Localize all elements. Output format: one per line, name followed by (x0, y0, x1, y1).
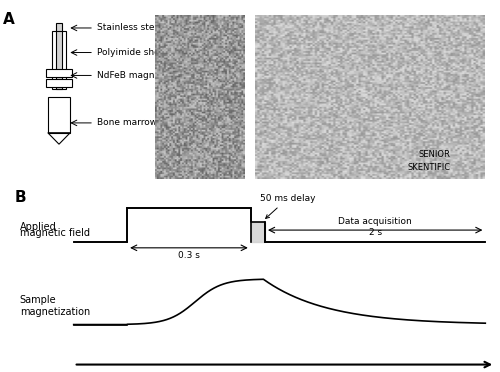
Bar (56, 23, 62, 89)
Text: SENIOR: SENIOR (418, 150, 450, 159)
Text: 0.3 s: 0.3 s (178, 251, 200, 260)
Bar (48, 97, 70, 133)
Polygon shape (250, 222, 265, 242)
Text: SKENTIFIC: SKENTIFIC (408, 163, 451, 172)
Bar (52, 31, 66, 89)
Text: magnetic field: magnetic field (20, 228, 90, 238)
Text: 50 ms delay: 50 ms delay (260, 194, 315, 218)
Text: magnetization: magnetization (20, 307, 90, 317)
Text: Polyimide sheath: Polyimide sheath (97, 48, 174, 57)
Text: Stainless steel rod: Stainless steel rod (97, 23, 180, 32)
Text: Bone marrow: Bone marrow (97, 118, 157, 127)
Bar (46, 79, 72, 87)
Text: Applied: Applied (20, 222, 57, 232)
Text: Data acquisition: Data acquisition (338, 217, 412, 226)
Text: NdFeB magnets: NdFeB magnets (97, 71, 168, 80)
Bar (46, 69, 72, 77)
Text: Sample: Sample (20, 295, 57, 305)
Text: B: B (15, 190, 26, 205)
Text: 2 s: 2 s (368, 228, 382, 237)
Text: A: A (3, 12, 15, 27)
